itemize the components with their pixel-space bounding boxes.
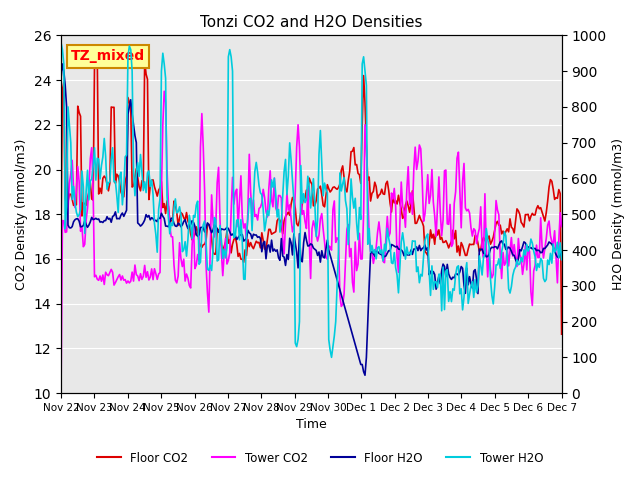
Line: Tower H2O: Tower H2O: [61, 43, 561, 357]
Tower H2O: [118, 202, 126, 208]
Text: TZ_mixed: TZ_mixed: [71, 49, 145, 63]
Floor CO2: [93, 56, 101, 62]
Floor CO2: [557, 331, 565, 337]
Floor H2O: [532, 248, 540, 253]
Tower H2O: [57, 40, 65, 46]
Tower H2O: [557, 257, 565, 263]
Tower H2O: [276, 229, 284, 235]
Tower H2O: [232, 233, 239, 239]
Legend: Floor CO2, Tower CO2, Floor H2O, Tower H2O: Floor CO2, Tower CO2, Floor H2O, Tower H…: [92, 447, 548, 469]
Tower H2O: [223, 245, 231, 251]
Tower CO2: [57, 390, 65, 396]
Line: Floor H2O: Floor H2O: [61, 64, 561, 375]
Line: Floor CO2: Floor CO2: [61, 59, 561, 334]
Tower CO2: [118, 273, 126, 279]
Floor H2O: [233, 237, 241, 242]
Tower CO2: [161, 88, 168, 94]
Floor CO2: [208, 236, 216, 241]
Y-axis label: H2O Density (mmol/m3): H2O Density (mmol/m3): [612, 138, 625, 290]
Floor H2O: [57, 75, 65, 81]
Tower H2O: [328, 354, 335, 360]
Tower CO2: [531, 263, 539, 268]
Floor CO2: [278, 224, 285, 229]
Tower CO2: [233, 186, 241, 192]
Floor CO2: [57, 226, 65, 231]
Floor CO2: [120, 194, 127, 200]
Tower CO2: [278, 195, 285, 201]
Floor CO2: [233, 241, 241, 247]
X-axis label: Time: Time: [296, 419, 326, 432]
Line: Tower CO2: Tower CO2: [61, 91, 561, 393]
Floor H2O: [120, 214, 127, 219]
Floor H2O: [278, 236, 285, 241]
Floor H2O: [208, 230, 216, 236]
Y-axis label: CO2 Density (mmol/m3): CO2 Density (mmol/m3): [15, 139, 28, 290]
Floor H2O: [557, 250, 565, 255]
Floor H2O: [225, 226, 232, 231]
Floor H2O: [59, 61, 67, 67]
Tower H2O: [531, 254, 539, 260]
Tower H2O: [206, 262, 214, 268]
Floor H2O: [361, 372, 369, 378]
Title: Tonzi CO2 and H2O Densities: Tonzi CO2 and H2O Densities: [200, 15, 422, 30]
Tower CO2: [557, 224, 565, 229]
Tower CO2: [208, 192, 216, 198]
Floor CO2: [531, 212, 539, 218]
Tower CO2: [225, 257, 232, 263]
Floor CO2: [225, 240, 232, 246]
